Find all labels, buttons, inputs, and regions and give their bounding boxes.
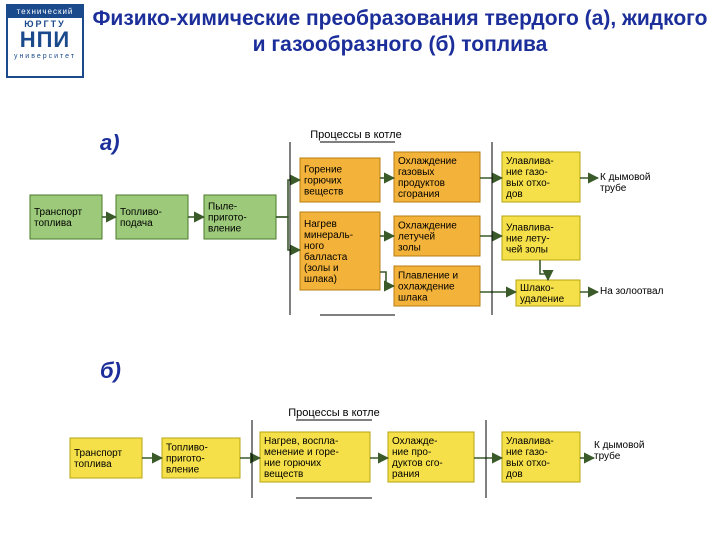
- b_prigot: Топливо-пригото-вление: [162, 438, 240, 478]
- svg-text:Транспорт: Транспорт: [34, 207, 83, 218]
- a_ulav_zoly: Улавлива-ние лету-чей золы: [502, 216, 580, 260]
- b_ulav: Улавлива-ние газо-вых отхо-дов: [502, 432, 580, 482]
- svg-text:Транспорт: Транспорт: [74, 448, 123, 459]
- b_transport: Транспорттоплива: [70, 438, 142, 478]
- svg-text:ние горючих: ние горючих: [264, 458, 321, 469]
- a_plav: Плавление иохлаждениешлака: [394, 266, 480, 306]
- a_gorenie: Горениегорючихвеществ: [300, 158, 380, 202]
- svg-text:Охлажде-: Охлажде-: [392, 436, 437, 447]
- b_out_trube: трубе: [594, 450, 621, 462]
- a_out_trube: трубе: [600, 182, 627, 194]
- caption-proc-b: Процессы в котле: [288, 407, 379, 419]
- svg-text:Нагрев: Нагрев: [304, 219, 337, 230]
- svg-text:Топливо-: Топливо-: [120, 207, 162, 218]
- svg-text:золы: золы: [398, 243, 421, 254]
- svg-text:дов: дов: [506, 189, 523, 200]
- a_ohl_gaz: Охлаждениегазовыхпродуктовсгорания: [394, 152, 480, 202]
- b_out_trube: К дымовой: [594, 440, 644, 451]
- svg-text:горючих: горючих: [304, 176, 342, 187]
- svg-text:Охлаждение: Охлаждение: [398, 221, 457, 232]
- svg-text:топлива: топлива: [34, 218, 72, 229]
- svg-text:балласта: балласта: [304, 251, 348, 263]
- a_out_zolo: На золоотвал: [600, 286, 664, 297]
- svg-text:ние газо-: ние газо-: [506, 167, 548, 178]
- flow-diagram: ТранспорттопливаТопливо-подачаПыле-приго…: [0, 0, 720, 540]
- svg-text:продуктов: продуктов: [398, 178, 445, 189]
- svg-text:дуктов сго-: дуктов сго-: [392, 458, 443, 469]
- svg-text:охлаждение: охлаждение: [398, 282, 455, 293]
- a_pyle: Пыле-пригото-вление: [204, 195, 276, 239]
- svg-text:шлака: шлака: [398, 293, 428, 304]
- svg-text:ние лету-: ние лету-: [506, 234, 550, 245]
- svg-text:Охлаждение: Охлаждение: [398, 156, 457, 167]
- svg-text:вление: вление: [208, 224, 242, 235]
- a_nagrev: Нагревминераль-ногобалласта(золы ишлака): [300, 212, 380, 290]
- svg-text:газовых: газовых: [398, 167, 434, 178]
- svg-text:чей золы: чей золы: [506, 245, 548, 256]
- caption-proc-a: Процессы в котле: [310, 129, 401, 141]
- svg-text:веществ: веществ: [304, 187, 343, 198]
- svg-text:удаление: удаление: [520, 294, 565, 305]
- a_transport: Транспорттоплива: [30, 195, 102, 239]
- svg-text:подача: подача: [120, 218, 153, 229]
- svg-text:Шлако-: Шлако-: [520, 283, 554, 294]
- svg-text:сгорания: сгорания: [398, 189, 440, 200]
- b_nagrev: Нагрев, воспла-менение и горе-ние горючи…: [260, 432, 370, 482]
- svg-text:топлива: топлива: [74, 459, 112, 470]
- svg-text:шлака): шлака): [304, 274, 337, 285]
- svg-text:вых отхо-: вых отхо-: [506, 458, 550, 469]
- svg-text:дов: дов: [506, 469, 523, 480]
- svg-text:веществ: веществ: [264, 469, 303, 480]
- svg-text:Горение: Горение: [304, 165, 343, 176]
- a_ohl_zoly: Охлаждениелетучейзолы: [394, 216, 480, 256]
- svg-text:вых отхо-: вых отхо-: [506, 178, 550, 189]
- svg-text:пригото-: пригото-: [166, 454, 205, 465]
- a_shlak: Шлако-удаление: [516, 280, 580, 306]
- svg-text:Улавлива-: Улавлива-: [506, 223, 554, 234]
- svg-text:Улавлива-: Улавлива-: [506, 156, 554, 167]
- svg-text:пригото-: пригото-: [208, 213, 247, 224]
- svg-text:ного: ного: [304, 241, 325, 252]
- svg-text:летучей: летучей: [398, 232, 435, 243]
- svg-text:Нагрев, воспла-: Нагрев, воспла-: [264, 436, 338, 447]
- svg-text:Улавлива-: Улавлива-: [506, 436, 554, 447]
- a_ulav_gaz: Улавлива-ние газо-вых отхо-дов: [502, 152, 580, 202]
- svg-text:минераль-: минераль-: [304, 230, 353, 241]
- a_podacha: Топливо-подача: [116, 195, 188, 239]
- svg-text:менение и горе-: менение и горе-: [264, 447, 339, 458]
- svg-text:рания: рания: [392, 469, 420, 480]
- svg-text:Пыле-: Пыле-: [208, 202, 237, 213]
- svg-text:ние про-: ние про-: [392, 447, 431, 458]
- b_ohl: Охлажде-ние про-дуктов сго-рания: [388, 432, 474, 482]
- svg-text:вление: вление: [166, 465, 200, 476]
- svg-text:ние газо-: ние газо-: [506, 447, 548, 458]
- svg-text:Плавление и: Плавление и: [398, 271, 458, 282]
- a_out_trube: К дымовой: [600, 172, 650, 183]
- svg-text:(золы и: (золы и: [304, 263, 339, 274]
- svg-text:Топливо-: Топливо-: [166, 443, 208, 454]
